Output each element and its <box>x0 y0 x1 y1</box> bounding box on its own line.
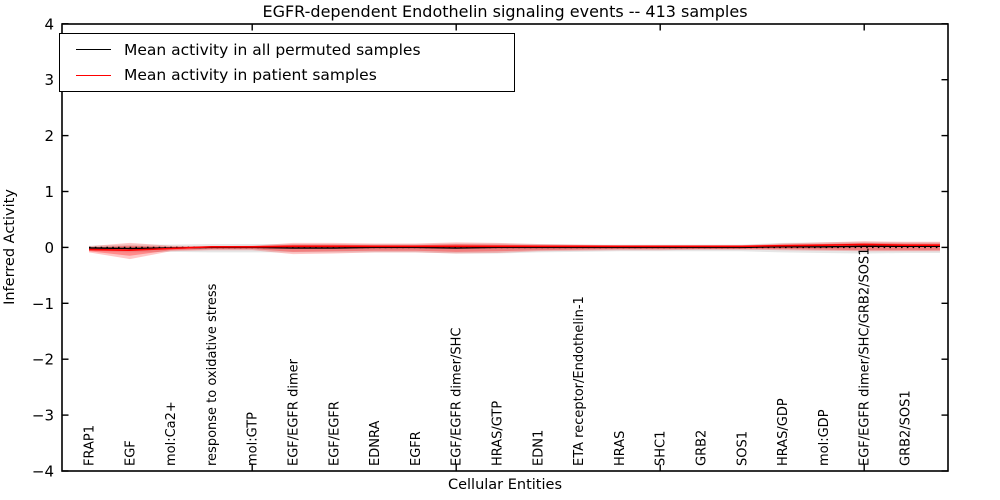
entity-label: GRB2 <box>695 430 710 466</box>
y-tick-label: −2 <box>32 351 54 369</box>
entity-label: FRAP1 <box>83 425 98 466</box>
chart-title: EGFR-dependent Endothelin signaling even… <box>262 2 748 21</box>
entity-label: EGF <box>123 440 138 466</box>
patient-mean-line <box>88 243 940 252</box>
legend-entry-patient: Mean activity in patient samples <box>60 66 514 84</box>
entity-label: HRAS/GDP <box>776 398 791 466</box>
entity-label: response to oxidative stress <box>205 283 220 466</box>
entity-labels: FRAP1 EGF mol:Ca2+ response to oxidative st… <box>83 248 914 467</box>
entity-label: mol:Ca2+ <box>164 401 179 466</box>
entity-label: GRB2/SOS1 <box>899 390 914 466</box>
legend-entry-permuted: Mean activity in all permuted samples <box>60 41 514 59</box>
y-ticks <box>62 23 948 472</box>
y-tick-label: −4 <box>32 463 54 481</box>
entity-label: EGF/EGFR dimer/SHC <box>450 328 465 466</box>
y-tick-label: 3 <box>44 71 54 89</box>
entity-label: EGFR <box>409 431 424 466</box>
y-axis-label: Inferred Activity <box>2 189 18 305</box>
y-tick-label: −1 <box>32 295 54 313</box>
legend-label: Mean activity in all permuted samples <box>124 40 421 59</box>
legend-label: Mean activity in patient samples <box>124 66 377 85</box>
entity-label: HRAS/GTP <box>491 401 506 466</box>
entity-label: mol:GDP <box>817 409 832 466</box>
y-tick-label: 1 <box>44 183 54 201</box>
entity-label: SHC1 <box>654 431 669 466</box>
entity-label: SOS1 <box>735 431 750 466</box>
entity-label: EGF/EGFR dimer/SHC/GRB2/SOS1 <box>858 248 873 467</box>
y-tick-labels: −4 −3 −2 −1 0 1 2 3 4 <box>32 15 54 480</box>
patient-line-swatch <box>76 74 111 76</box>
entity-label: EDNRA <box>368 421 383 466</box>
entity-label: EGF/EGFR <box>327 401 342 466</box>
entity-label: EGF/EGFR dimer <box>287 358 302 466</box>
y-tick-label: −3 <box>32 407 54 425</box>
legend: Mean activity in all permuted samples Me… <box>59 33 515 92</box>
entity-label: mol:GTP <box>246 412 261 466</box>
x-axis-label: Cellular Entities <box>447 477 563 493</box>
permuted-line-swatch <box>76 49 111 51</box>
y-tick-label: 2 <box>44 127 54 145</box>
entity-label: ETA receptor/Endothelin-1 <box>572 296 587 466</box>
entity-label: HRAS <box>613 431 628 466</box>
y-tick-label: 0 <box>44 239 54 257</box>
y-tick-label: 4 <box>44 15 54 33</box>
entity-label: EDN1 <box>531 430 546 466</box>
x-ticks <box>251 24 865 471</box>
